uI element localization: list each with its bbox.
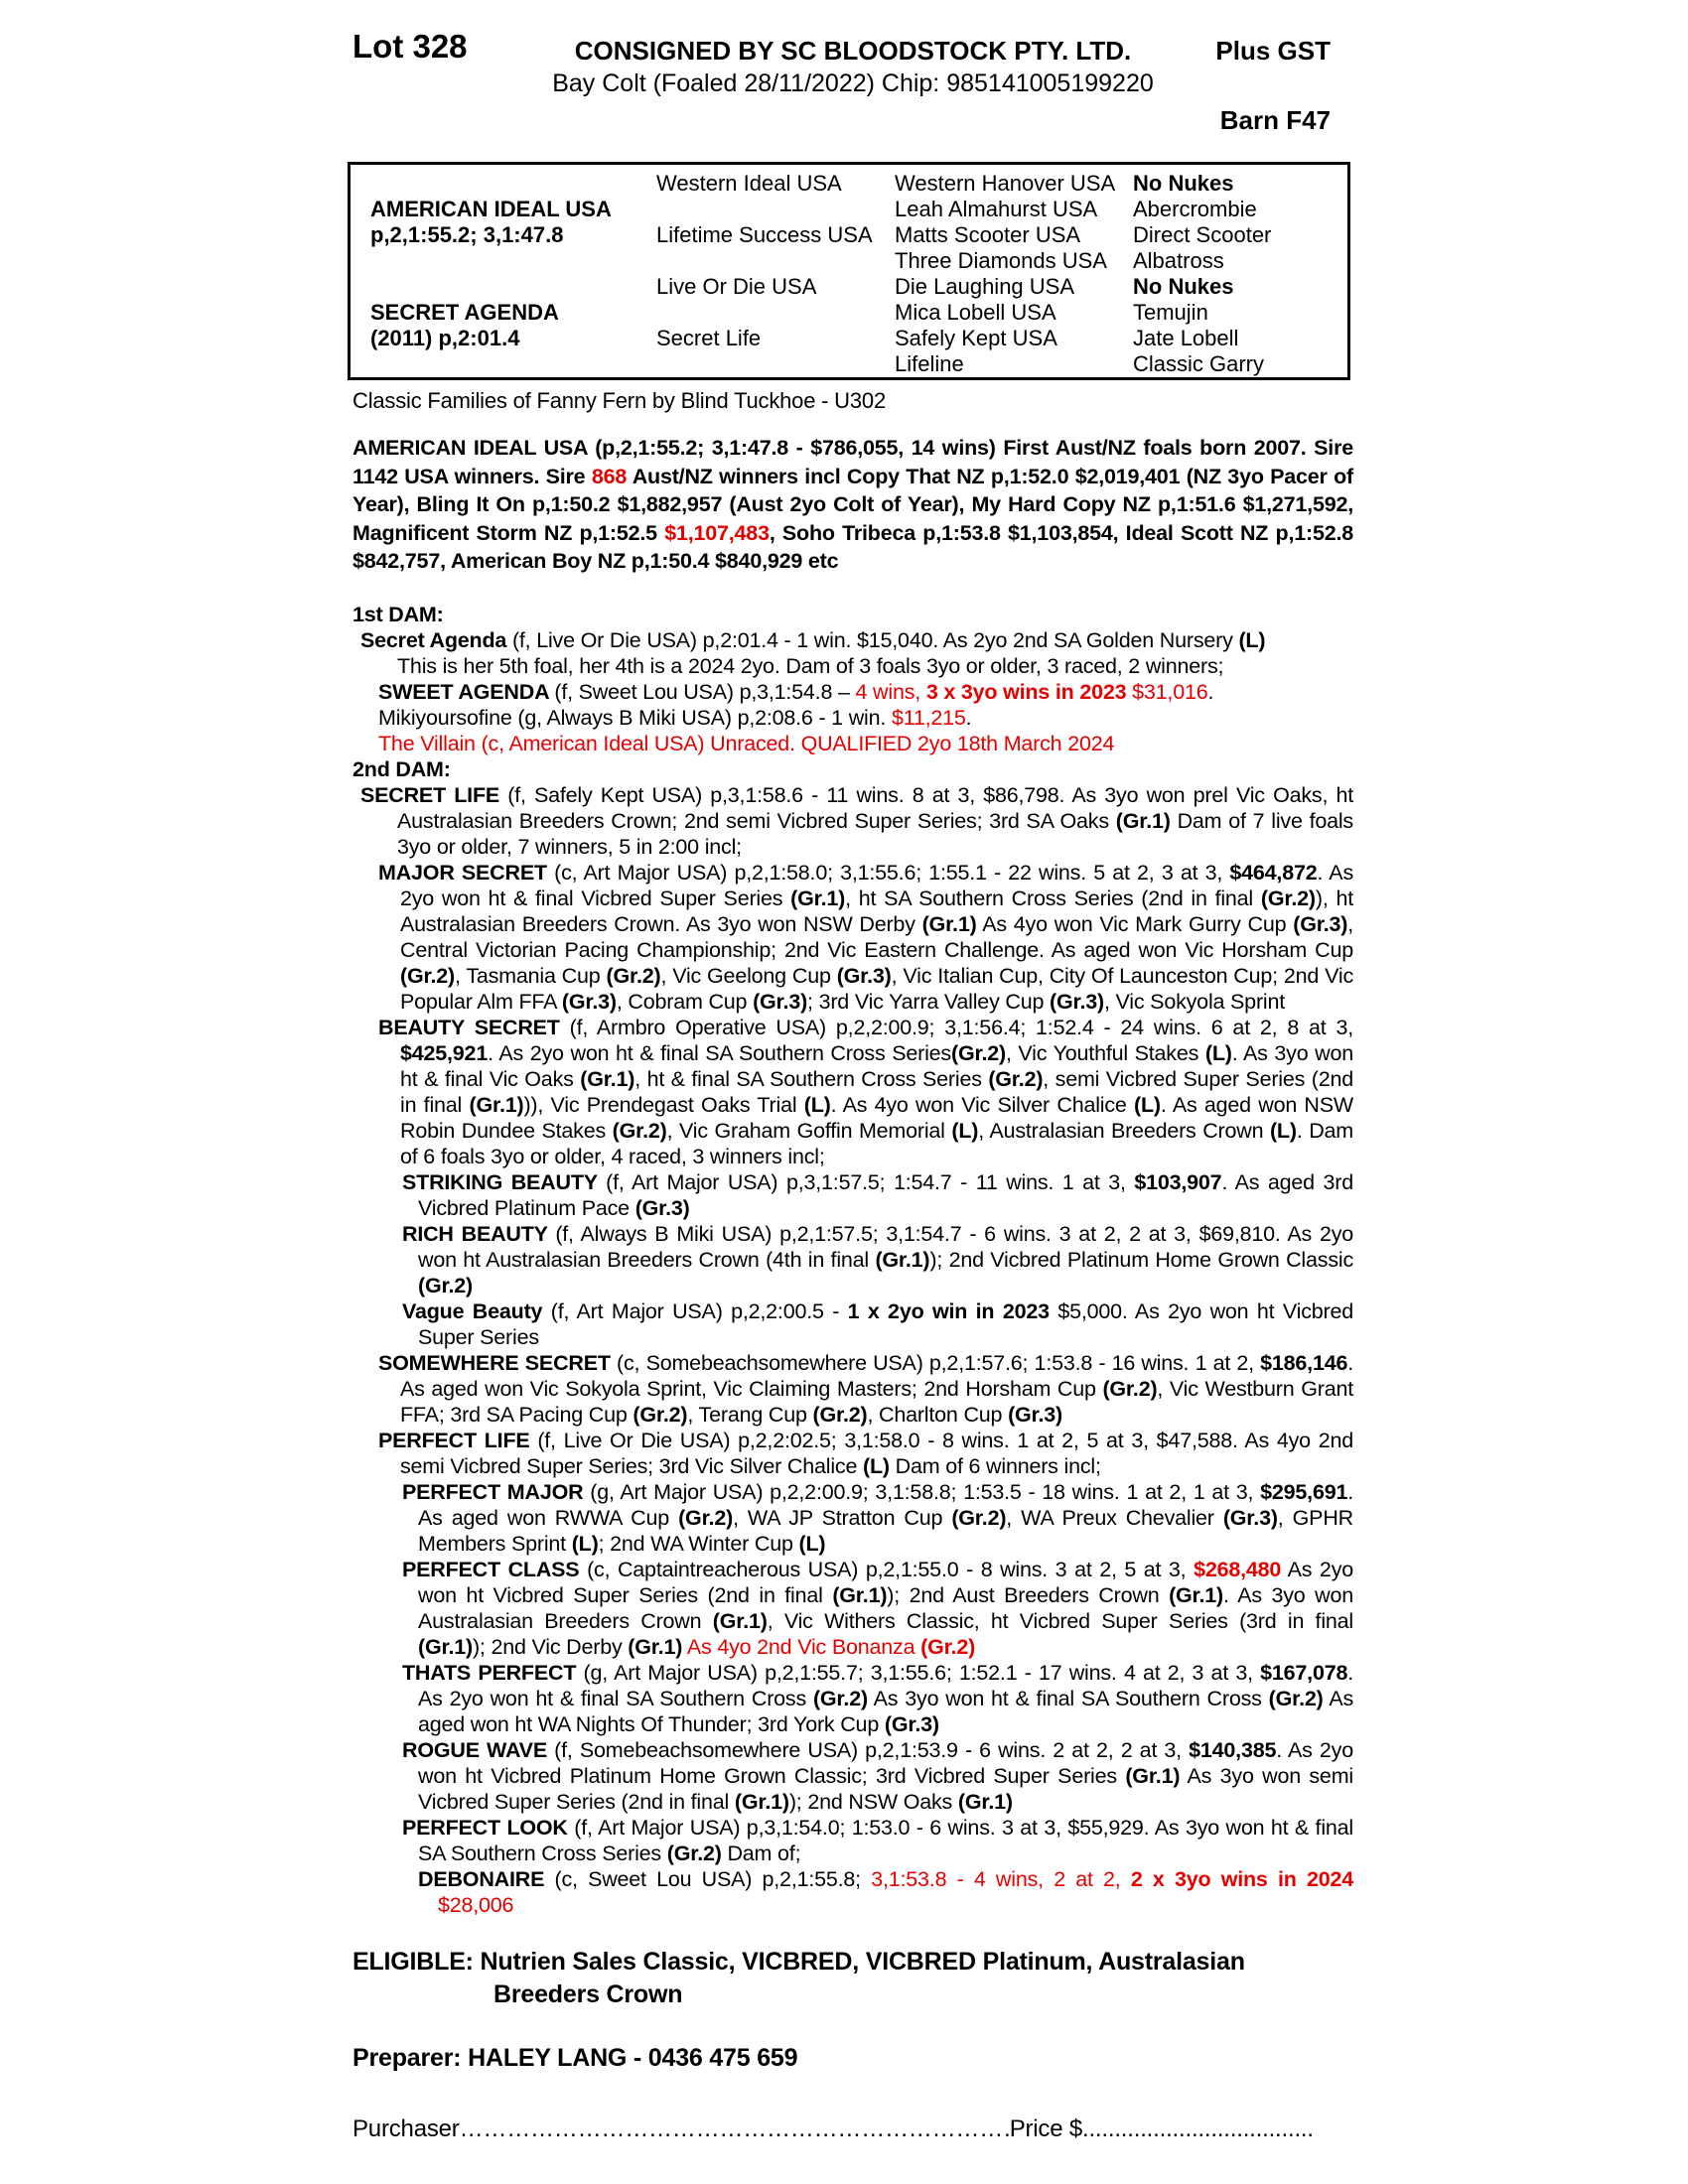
lot-number: Lot 328 xyxy=(352,28,468,65)
gen4-entry: Classic Garry xyxy=(1133,351,1265,376)
horse-description: Bay Colt (Foaled 28/11/2022) Chip: 98514… xyxy=(552,69,1154,97)
gen4-entry: Abercrombie xyxy=(1133,197,1257,221)
major-secret-entry: MAJOR SECRET (c, Art Major USA) p,2,1:58… xyxy=(378,860,1353,1014)
secret-agenda-entry: Secret Agenda (f, Live Or Die USA) p,2:0… xyxy=(360,627,1266,652)
preparer-line: Preparer: HALEY LANG - 0436 475 659 xyxy=(352,2043,798,2072)
gen3-entry: Safely Kept USA xyxy=(895,326,1057,350)
gen3-entry: Western Hanover USA xyxy=(895,171,1116,196)
beauty-secret-entry: BEAUTY SECRET (f, Armbro Operative USA) … xyxy=(378,1015,1353,1168)
price-label: Price $ xyxy=(1009,2115,1082,2142)
the-villain-entry: The Villain (c, American Ideal USA) Unra… xyxy=(378,731,1115,755)
secret-life-entry: SECRET LIFE (f, Safely Kept USA) p,3,1:5… xyxy=(360,782,1353,859)
perfect-major-entry: PERFECT MAJOR (g, Art Major USA) p,2,2:0… xyxy=(402,1479,1353,1556)
mikiyoursofine-entry: Mikiyoursofine (g, Always B Miki USA) p,… xyxy=(378,705,972,730)
barn-number: Barn F47 xyxy=(1219,105,1331,135)
gen4-entry: Direct Scooter xyxy=(1133,222,1272,247)
gen4-entry: Albatross xyxy=(1133,248,1224,273)
purchaser-label: Purchaser xyxy=(352,2115,460,2142)
dam-name: SECRET AGENDA xyxy=(370,300,559,325)
eligible-block: ELIGIBLE: Nutrien Sales Classic, VICBRED… xyxy=(352,1946,1353,2011)
sweet-agenda-entry: SWEET AGENDA (f, Sweet Lou USA) p,3,1:54… xyxy=(378,679,1214,704)
gen4-entry: No Nukes xyxy=(1133,171,1234,196)
sire-record: p,2,1:55.2; 3,1:47.8 xyxy=(370,222,564,247)
rich-beauty-entry: RICH BEAUTY (f, Always B Miki USA) p,2,1… xyxy=(402,1221,1354,1297)
price-blank-leader: ........................................… xyxy=(1082,2116,1316,2142)
perfect-look-entry: PERFECT LOOK (f, Art Major USA) p,3,1:54… xyxy=(402,1815,1354,1865)
gen3-entry: Three Diamonds USA xyxy=(895,248,1107,273)
gen4-entry: Jate Lobell xyxy=(1133,326,1239,350)
somewhere-secret-entry: SOMEWHERE SECRET (c, Somebeachsomewhere … xyxy=(378,1350,1353,1427)
eligible-line-2: Breeders Crown xyxy=(493,1979,683,2008)
thats-perfect-entry: THATS PERFECT (g, Art Major USA) p,2,1:5… xyxy=(402,1660,1354,1736)
rogue-wave-entry: ROGUE WAVE (f, Somebeachsomewhere USA) p… xyxy=(402,1737,1353,1814)
dam-pedigree-section: 1st DAM: Secret Agenda (f, Live Or Die US… xyxy=(352,602,1353,1918)
gen3-entry: Mica Lobell USA xyxy=(895,300,1056,325)
perfect-life-entry: PERFECT LIFE (f, Live Or Die USA) p,2,2:… xyxy=(378,1428,1353,1478)
sire-summary-paragraph: AMERICAN IDEAL USA (p,2,1:55.2; 3,1:47.8… xyxy=(352,436,1353,573)
gen2-sire-sire: Western Ideal USA xyxy=(656,171,842,196)
second-dam-heading: 2nd DAM: xyxy=(352,756,451,781)
striking-beauty-entry: STRIKING BEAUTY (f, Art Major USA) p,3,1… xyxy=(402,1169,1353,1220)
gen4-entry: No Nukes xyxy=(1133,274,1234,299)
vague-beauty-entry: Vague Beauty (f, Art Major USA) p,2,2:00… xyxy=(402,1298,1353,1349)
perfect-class-entry: PERFECT CLASS (c, Captaintreacherous USA… xyxy=(402,1557,1354,1659)
consignor-line: CONSIGNED BY SC BLOODSTOCK PTY. LTD. xyxy=(574,36,1132,66)
gen2-dam-sire: Live Or Die USA xyxy=(656,274,817,299)
gen3-entry: Matts Scooter USA xyxy=(895,222,1081,247)
dam-record: (2011) p,2:01.4 xyxy=(370,326,520,350)
gen3-entry: Die Laughing USA xyxy=(895,274,1075,299)
gen2-sire-dam: Lifetime Success USA xyxy=(656,222,873,247)
secret-agenda-note: This is her 5th foal, her 4th is a 2024 … xyxy=(397,653,1224,678)
first-dam-heading: 1st DAM: xyxy=(352,602,444,626)
purchaser-price-line: Purchaser ………………………………………………………………………………… xyxy=(352,2116,1316,2142)
eligible-line-1: ELIGIBLE: Nutrien Sales Classic, VICBRED… xyxy=(352,1947,1245,1976)
gen2-dam-dam: Secret Life xyxy=(656,326,762,350)
purchaser-blank-leader: ………………………………………………………………………………………… xyxy=(459,2116,1010,2142)
gst-note: Plus GST xyxy=(1215,36,1331,66)
main-text-column: Classic Families of Fanny Fern by Blind … xyxy=(352,388,1353,2142)
gen4-entry: Temujin xyxy=(1133,300,1208,325)
debonaire-entry: DEBONAIRE (c, Sweet Lou USA) p,2,1:55.8;… xyxy=(418,1866,1353,1917)
pedigree-table: AMERICAN IDEAL USA p,2,1:55.2; 3,1:47.8 … xyxy=(348,162,1350,380)
family-note: Classic Families of Fanny Fern by Blind … xyxy=(352,388,886,413)
gen3-entry: Leah Almahurst USA xyxy=(895,197,1098,221)
sire-name: AMERICAN IDEAL USA xyxy=(370,197,612,221)
gen3-entry: Lifeline xyxy=(895,351,964,376)
